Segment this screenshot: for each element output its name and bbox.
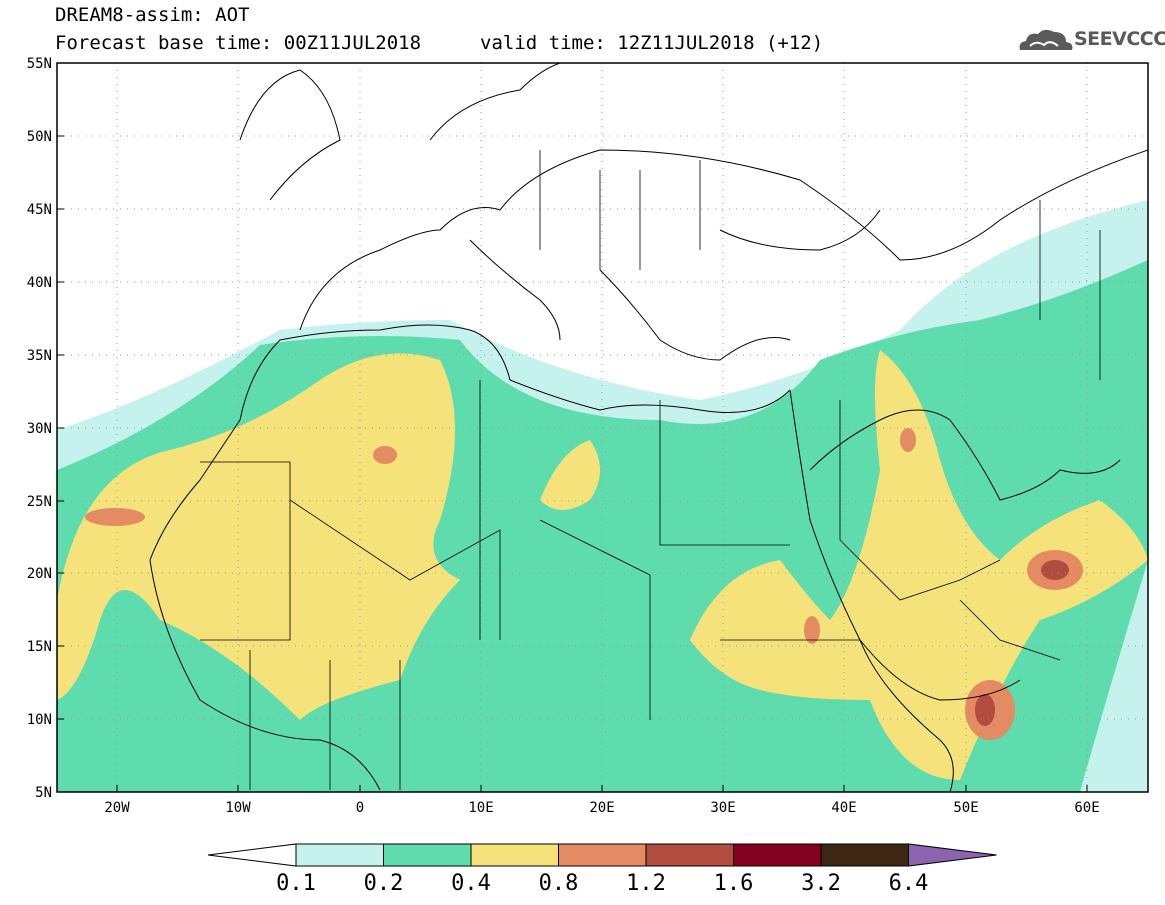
colorbar-swatch <box>733 843 822 867</box>
lat-label: 35N <box>27 348 52 364</box>
aot-spot-0.8 <box>804 616 820 644</box>
colorbar-label: 1.2 <box>626 871 666 896</box>
aot-spot-1.2 <box>1041 560 1069 580</box>
colorbar-label: 0.8 <box>539 871 579 896</box>
colorbar-arrow-high <box>908 843 997 867</box>
lat-label: 50N <box>27 129 52 145</box>
lon-label: 10W <box>225 800 251 816</box>
aot-band-0.4-west <box>57 353 460 720</box>
colorbar-swatch <box>645 843 734 867</box>
colorbar-label: 6.4 <box>889 871 929 896</box>
aot-spot-0.8 <box>85 508 145 526</box>
colorbar-swatch <box>295 843 384 867</box>
map-title: DREAM8-assim: AOT <box>55 4 250 26</box>
aot-spot-0.8 <box>373 446 397 464</box>
colorbar-label: 1.6 <box>714 871 754 896</box>
lat-label: 5N <box>35 785 52 801</box>
lon-label: 20E <box>589 800 614 816</box>
lon-label: 10E <box>468 800 493 816</box>
lat-label: 15N <box>27 639 52 655</box>
lat-label: 55N <box>27 56 52 72</box>
valid-time: valid time: 12Z11JUL2018 (+12) <box>480 32 824 54</box>
lat-labels: 55N 50N 45N 40N 35N 30N 25N 20N 15N 10N … <box>27 56 52 801</box>
aot-band-0.4-sahara <box>540 440 600 510</box>
lat-label: 45N <box>27 202 52 218</box>
colorbar-label: 0.1 <box>276 871 316 896</box>
colorbar-label: 0.2 <box>364 871 404 896</box>
cloud-logo-icon <box>1019 29 1073 50</box>
lat-label: 40N <box>27 275 52 291</box>
colorbar: 0.1 0.2 0.4 0.8 1.2 1.6 3.2 6.4 <box>207 843 997 896</box>
aot-spot-1.2 <box>975 694 995 726</box>
lon-label: 60E <box>1074 800 1099 816</box>
colorbar-swatch <box>820 843 909 867</box>
logo-text: SEEVCCC <box>1074 28 1165 50</box>
gridlines <box>57 63 1148 792</box>
aot-spot-0.8 <box>900 428 916 452</box>
lat-label: 20N <box>27 566 52 582</box>
lon-label: 0 <box>356 800 364 816</box>
colorbar-swatch <box>470 843 559 867</box>
colorbar-swatch <box>558 843 647 867</box>
lon-labels: 20W 10W 0 10E 20E 30E 40E 50E 60E <box>104 800 1099 816</box>
aot-field <box>57 200 1148 792</box>
aot-band-0.4-east <box>690 350 1148 780</box>
lat-label: 10N <box>27 712 52 728</box>
forecast-base-time: Forecast base time: 00Z11JUL2018 <box>55 32 422 54</box>
lon-label: 20W <box>104 800 130 816</box>
lat-label: 30N <box>27 421 52 437</box>
lon-label: 50E <box>953 800 978 816</box>
lon-label: 30E <box>710 800 735 816</box>
colorbar-arrow-low <box>207 843 297 867</box>
axis-ticks <box>57 62 1088 792</box>
lat-label: 25N <box>27 494 52 510</box>
colorbar-label: 3.2 <box>801 871 841 896</box>
coastlines <box>149 63 1148 792</box>
colorbar-label: 0.4 <box>451 871 491 896</box>
country-borders <box>200 150 1101 790</box>
colorbar-swatch <box>383 843 472 867</box>
lon-label: 40E <box>831 800 856 816</box>
